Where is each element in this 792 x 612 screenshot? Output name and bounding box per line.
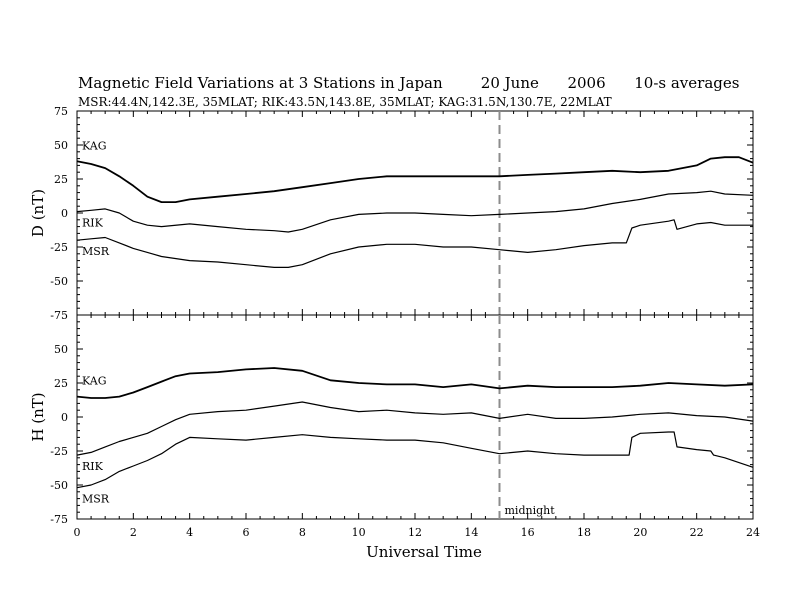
d-panel-ytick-label: 25: [54, 173, 68, 186]
d-panel-series-rik: [76, 190, 754, 233]
d-panel-ytick-label: 0: [61, 207, 68, 220]
h-panel-y-axis-title: H (nT): [29, 392, 47, 441]
d-panel-y-axis-title: D (nT): [29, 189, 47, 237]
h-panel-ytick-label: 0: [61, 411, 68, 424]
x-tick-label: 2: [130, 526, 137, 539]
d-panel-series-kag: [76, 156, 754, 204]
x-tick-label: 22: [690, 526, 704, 539]
d-panel-series-label-msr: MSR: [82, 245, 110, 258]
x-tick-label: 14: [464, 526, 478, 539]
x-tick-label: 20: [633, 526, 647, 539]
x-axis-title: Universal Time: [366, 543, 482, 561]
h-panel-ytick-label: -50: [50, 479, 68, 492]
x-tick-label: 16: [521, 526, 535, 539]
h-panel-series-rik: [76, 401, 754, 456]
x-tick-label: 8: [299, 526, 306, 539]
h-panel-series-label-kag: KAG: [82, 375, 107, 388]
d-panel-ytick-label: -75: [50, 309, 68, 322]
h-panel-ytick-label: -75: [50, 513, 68, 526]
x-tick-label: 10: [352, 526, 366, 539]
plot-area: -75 -50 -25 0 25 50 75 D (nT) KAG RIK MSR -75 -50 -25…: [29, 105, 760, 539]
d-panel-ytick-label: 50: [54, 139, 68, 152]
d-panel-ytick-label: 75: [54, 105, 68, 118]
x-tick-label: 24: [746, 526, 760, 539]
h-panel-series-msr: [76, 431, 754, 489]
chart-title: Magnetic Field Variations at 3 Stations …: [78, 74, 739, 92]
midnight-label: midnight: [505, 504, 556, 517]
x-tick-label: 6: [243, 526, 250, 539]
d-panel-series-msr: [76, 219, 753, 268]
h-panel-ytick-label: 50: [54, 343, 68, 356]
x-tick-label: 4: [186, 526, 193, 539]
d-panel-series-label-rik: RIK: [82, 217, 104, 230]
d-panel-ytick-label: -50: [50, 275, 68, 288]
h-panel-frame: [76, 314, 754, 520]
h-panel-series-label-rik: RIK: [82, 460, 104, 473]
h-panel-series-label-msr: MSR: [82, 493, 110, 506]
h-panel-series-kag: [76, 367, 754, 399]
x-tick-label: 18: [577, 526, 591, 539]
h-panel-ytick-label: -25: [50, 445, 68, 458]
x-tick-label: 0: [74, 526, 81, 539]
chart-subtitle: MSR:44.4N,142.3E, 35MLAT; RIK:43.5N,143.…: [78, 95, 612, 109]
x-tick-label: 12: [408, 526, 422, 539]
h-panel-ytick-label: 25: [54, 377, 68, 390]
d-panel-series-label-kag: KAG: [82, 139, 107, 152]
d-panel-ytick-label: -25: [50, 241, 68, 254]
